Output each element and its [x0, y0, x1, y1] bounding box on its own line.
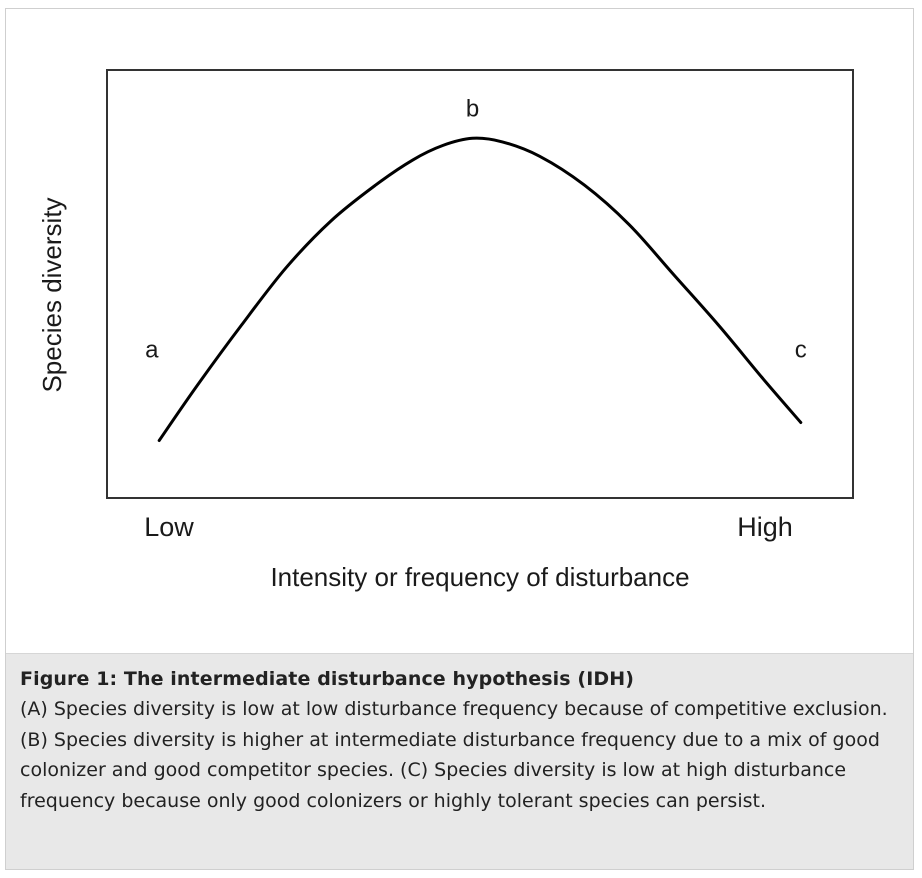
x-tick-low: Low	[144, 512, 194, 542]
y-axis-label: Species diversity	[37, 197, 67, 392]
annotation-c: c	[795, 336, 807, 363]
x-axis-label: Intensity or frequency of disturbance	[270, 562, 689, 592]
annotation-a: a	[145, 336, 159, 363]
diversity-curve	[157, 136, 803, 442]
curve-annotations: a b c	[145, 95, 807, 363]
x-tick-high: High	[737, 512, 793, 542]
plot-area: a b c Low High Intensity or frequency of d…	[6, 9, 915, 653]
idh-chart: a b c Low High Intensity or frequency of d…	[37, 69, 854, 592]
caption-title: Figure 1: The intermediate disturbance h…	[20, 668, 635, 690]
figure-frame: a b c Low High Intensity or frequency of d…	[5, 8, 914, 870]
annotation-b: b	[466, 95, 479, 122]
caption-text: (A) Species diversity is low at low dist…	[20, 698, 888, 812]
figure-caption: Figure 1: The intermediate disturbance h…	[6, 653, 913, 869]
plot-border	[106, 69, 854, 499]
